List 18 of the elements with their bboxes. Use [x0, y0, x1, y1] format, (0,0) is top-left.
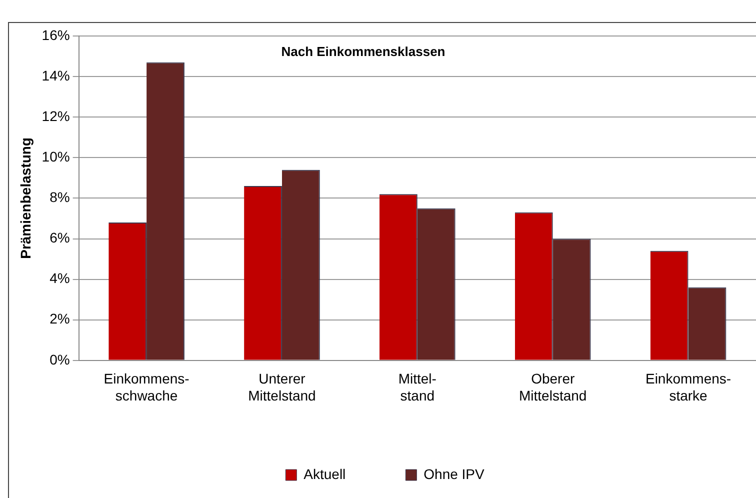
legend-label: Ohne IPV — [424, 466, 486, 482]
y-tick-label: 10% — [42, 148, 70, 165]
x-tick-label: Einkommens- schwache — [104, 370, 190, 404]
legend-label: Aktuell — [304, 466, 346, 482]
y-axis-title: Prämienbelastung — [17, 138, 34, 259]
x-tick-label: Unterer Mittelstand — [248, 370, 316, 404]
x-tick-label: Mittel- stand — [398, 370, 437, 404]
y-tick-label: 14% — [42, 67, 70, 84]
y-tick-label: 8% — [50, 189, 70, 206]
x-tick-label: Einkommens- starke — [645, 370, 732, 404]
y-tick-label: 12% — [42, 108, 70, 124]
y-tick-label: 4% — [50, 270, 70, 286]
y-tick-label: 6% — [50, 230, 70, 246]
x-tick-label: Oberer Mittelstand — [518, 370, 587, 404]
text: Nach Einkommensklassen — [281, 44, 446, 60]
y-tick-label: 0% — [50, 351, 70, 368]
y-tick-label: 16% — [42, 26, 70, 43]
y-tick-label: 2% — [50, 310, 70, 327]
